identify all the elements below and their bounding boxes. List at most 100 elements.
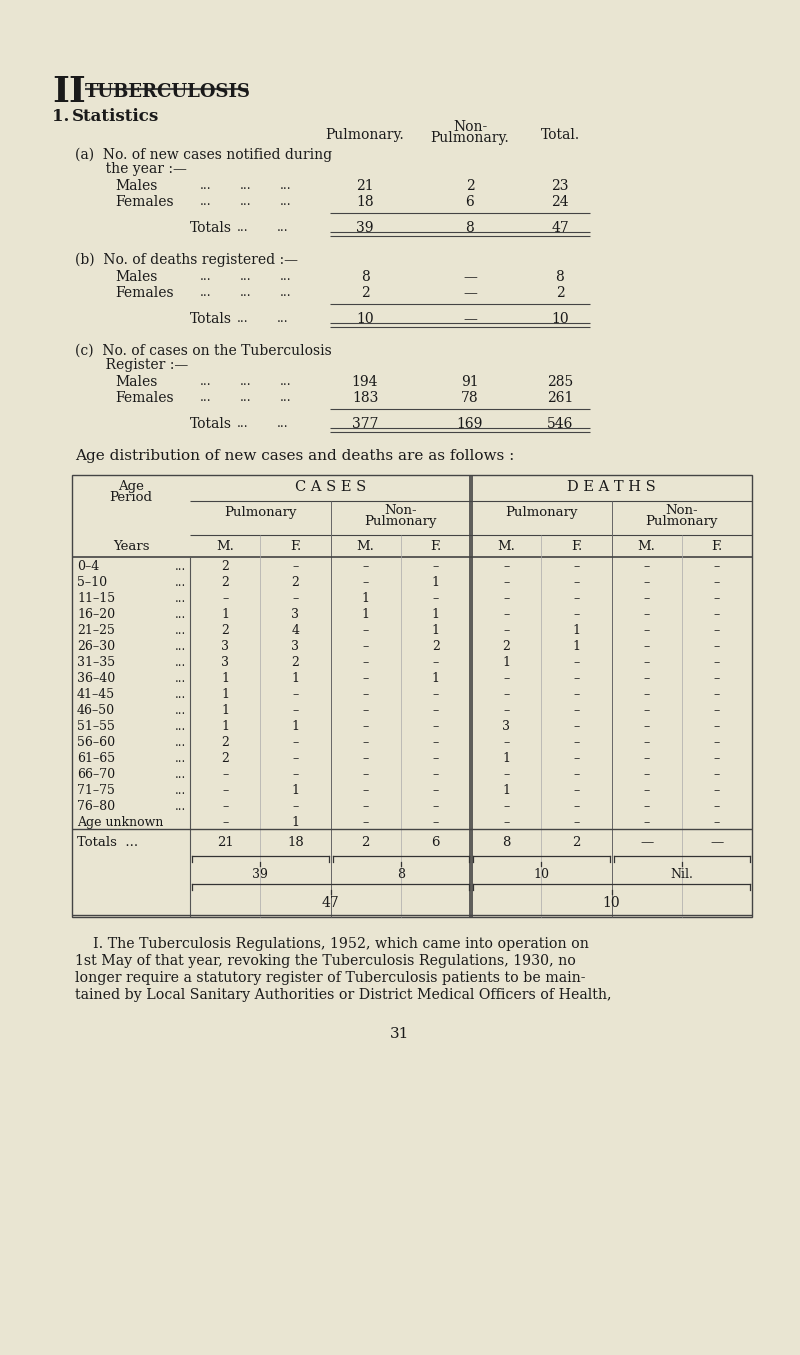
Text: 2: 2 — [291, 576, 299, 589]
Text: –: – — [643, 625, 650, 637]
Text: Totals: Totals — [190, 312, 232, 327]
Text: –: – — [362, 576, 369, 589]
Text: 2: 2 — [221, 576, 229, 589]
Text: –: – — [503, 688, 510, 701]
Bar — [72, 476, 752, 917]
Text: Males: Males — [115, 375, 158, 389]
Text: –: – — [433, 656, 439, 669]
Text: 47: 47 — [322, 896, 339, 911]
Text: 546: 546 — [547, 417, 573, 431]
Text: –: – — [643, 785, 650, 797]
Text: 6: 6 — [432, 836, 440, 850]
Text: –: – — [503, 592, 510, 604]
Text: ...: ... — [237, 221, 249, 234]
Text: ...: ... — [280, 375, 292, 388]
Text: –: – — [433, 688, 439, 701]
Text: –: – — [292, 752, 298, 766]
Text: 1: 1 — [362, 592, 370, 604]
Text: 10: 10 — [602, 896, 620, 911]
Text: 11–15: 11–15 — [77, 592, 115, 604]
Text: 2: 2 — [362, 836, 370, 850]
Text: –: – — [222, 799, 228, 813]
Text: –: – — [643, 576, 650, 589]
Text: 39: 39 — [356, 221, 374, 234]
Text: 2: 2 — [432, 640, 440, 653]
Text: Age: Age — [118, 480, 144, 493]
Text: ...: ... — [174, 768, 186, 780]
Text: –: – — [292, 768, 298, 780]
Text: 1: 1 — [291, 672, 299, 686]
Text: M.: M. — [216, 541, 234, 553]
Text: (a)  No. of new cases notified during: (a) No. of new cases notified during — [75, 148, 332, 163]
Text: –: – — [292, 560, 298, 573]
Text: –: – — [362, 640, 369, 653]
Text: –: – — [714, 640, 720, 653]
Text: –: – — [714, 672, 720, 686]
Text: (c)  No. of cases on the Tuberculosis: (c) No. of cases on the Tuberculosis — [75, 344, 332, 358]
Text: 1: 1 — [221, 705, 229, 717]
Text: 1: 1 — [291, 720, 299, 733]
Text: –: – — [433, 768, 439, 780]
Text: the year :—: the year :— — [75, 163, 187, 176]
Text: tained by Local Sanitary Authorities or District Medical Officers of Health,: tained by Local Sanitary Authorities or … — [75, 988, 611, 1001]
Text: 46–50: 46–50 — [77, 705, 115, 717]
Text: 2: 2 — [291, 656, 299, 669]
Text: 1: 1 — [221, 608, 229, 621]
Text: 2: 2 — [502, 640, 510, 653]
Text: –: – — [292, 705, 298, 717]
Text: ...: ... — [277, 312, 289, 325]
Text: Totals  ...: Totals ... — [77, 836, 138, 850]
Text: ...: ... — [240, 179, 252, 192]
Text: –: – — [503, 625, 510, 637]
Text: 31: 31 — [390, 1027, 410, 1041]
Text: 1: 1 — [572, 640, 580, 653]
Text: –: – — [574, 752, 579, 766]
Text: 51–55: 51–55 — [77, 720, 115, 733]
Text: –: – — [433, 785, 439, 797]
Text: –: – — [574, 576, 579, 589]
Text: –: – — [574, 608, 579, 621]
Text: 2: 2 — [221, 752, 229, 766]
Text: 21–25: 21–25 — [77, 625, 115, 637]
Text: ...: ... — [277, 417, 289, 430]
Text: 2: 2 — [221, 560, 229, 573]
Text: Females: Females — [115, 286, 174, 299]
Text: 18: 18 — [287, 836, 304, 850]
Text: ...: ... — [240, 286, 252, 299]
Text: –: – — [643, 816, 650, 829]
Text: –: – — [643, 720, 650, 733]
Text: –: – — [362, 672, 369, 686]
Text: 3: 3 — [221, 656, 229, 669]
Text: –: – — [503, 576, 510, 589]
Text: –: – — [714, 576, 720, 589]
Text: Statistics: Statistics — [72, 108, 159, 125]
Text: 4: 4 — [291, 625, 299, 637]
Text: –: – — [433, 736, 439, 749]
Text: Pulmonary.: Pulmonary. — [430, 131, 510, 145]
Text: –: – — [714, 560, 720, 573]
Text: —: — — [710, 836, 723, 850]
Text: –: – — [574, 720, 579, 733]
Text: 56–60: 56–60 — [77, 736, 115, 749]
Text: M.: M. — [497, 541, 515, 553]
Text: Males: Males — [115, 179, 158, 192]
Text: –: – — [714, 656, 720, 669]
Text: 1: 1 — [502, 752, 510, 766]
Text: –: – — [362, 752, 369, 766]
Text: –: – — [362, 656, 369, 669]
Text: –: – — [433, 560, 439, 573]
Text: ...: ... — [240, 375, 252, 388]
Text: ...: ... — [200, 179, 212, 192]
Text: ...: ... — [280, 179, 292, 192]
Text: –: – — [222, 785, 228, 797]
Text: –: – — [714, 625, 720, 637]
Text: –: – — [574, 705, 579, 717]
Text: 261: 261 — [547, 392, 573, 405]
Text: –: – — [714, 785, 720, 797]
Text: –: – — [643, 560, 650, 573]
Text: –: – — [503, 608, 510, 621]
Text: F.: F. — [570, 541, 582, 553]
Text: 1: 1 — [572, 625, 580, 637]
Text: –: – — [503, 672, 510, 686]
Text: –: – — [362, 799, 369, 813]
